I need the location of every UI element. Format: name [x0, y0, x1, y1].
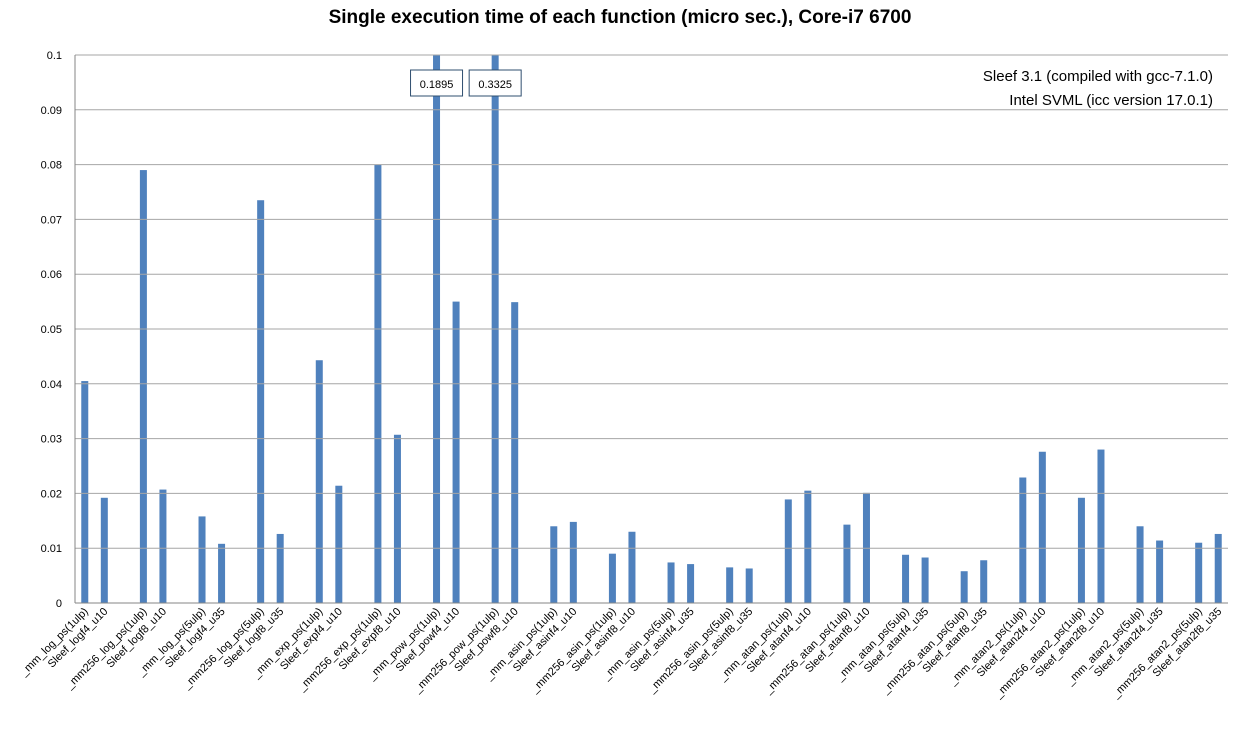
value-label: 0.3325 — [478, 79, 512, 91]
bar — [257, 200, 265, 603]
y-tick-label: 0.05 — [41, 324, 62, 336]
bar — [1097, 449, 1105, 603]
bar — [159, 489, 167, 603]
bar — [276, 533, 284, 603]
bar — [687, 564, 695, 603]
chart-title: Single execution time of each function (… — [329, 7, 912, 28]
annotation: Sleef 3.1 (compiled with gcc-7.1.0) — [983, 68, 1213, 85]
bar — [608, 553, 616, 603]
bar — [745, 568, 753, 603]
bar — [921, 557, 929, 603]
bar — [1214, 533, 1222, 603]
bar — [198, 516, 206, 603]
bar — [960, 571, 968, 603]
y-tick-label: 0.02 — [41, 488, 62, 500]
bar — [218, 543, 226, 603]
bar — [315, 360, 323, 603]
value-label: 0.1895 — [420, 79, 454, 91]
y-tick-label: 0.03 — [41, 434, 62, 446]
bar — [1156, 540, 1164, 603]
bar — [1038, 451, 1046, 603]
bar — [784, 499, 792, 603]
bar — [81, 381, 89, 603]
bar — [452, 301, 460, 603]
overflow-label-box — [468, 69, 522, 97]
bar — [335, 485, 343, 603]
y-tick-label: 0.09 — [41, 105, 62, 117]
bar — [1077, 497, 1085, 603]
bar — [902, 554, 910, 603]
bar — [1019, 477, 1027, 603]
plot-area — [81, 55, 1222, 603]
overflow-label-box — [410, 69, 464, 97]
annotation: Intel SVML (icc version 17.0.1) — [1009, 92, 1213, 109]
bar — [667, 562, 675, 603]
bar — [1136, 526, 1144, 603]
bar — [100, 497, 108, 603]
bar — [550, 526, 558, 603]
bar — [511, 302, 519, 603]
bar — [393, 434, 401, 603]
y-tick-label: 0.04 — [41, 379, 62, 391]
y-tick-label: 0.01 — [41, 543, 62, 555]
y-tick-label: 0.08 — [41, 160, 62, 172]
bar — [980, 560, 988, 603]
bar — [139, 170, 147, 603]
bar — [1195, 542, 1203, 603]
y-tick-label: 0.1 — [47, 50, 62, 62]
bar — [628, 531, 636, 603]
bar — [726, 567, 734, 603]
bar — [804, 490, 812, 603]
y-tick-label: 0 — [56, 598, 62, 610]
y-tick-label: 0.06 — [41, 269, 62, 281]
bar — [569, 521, 577, 603]
y-tick-label: 0.07 — [41, 214, 62, 226]
bar — [843, 524, 851, 603]
